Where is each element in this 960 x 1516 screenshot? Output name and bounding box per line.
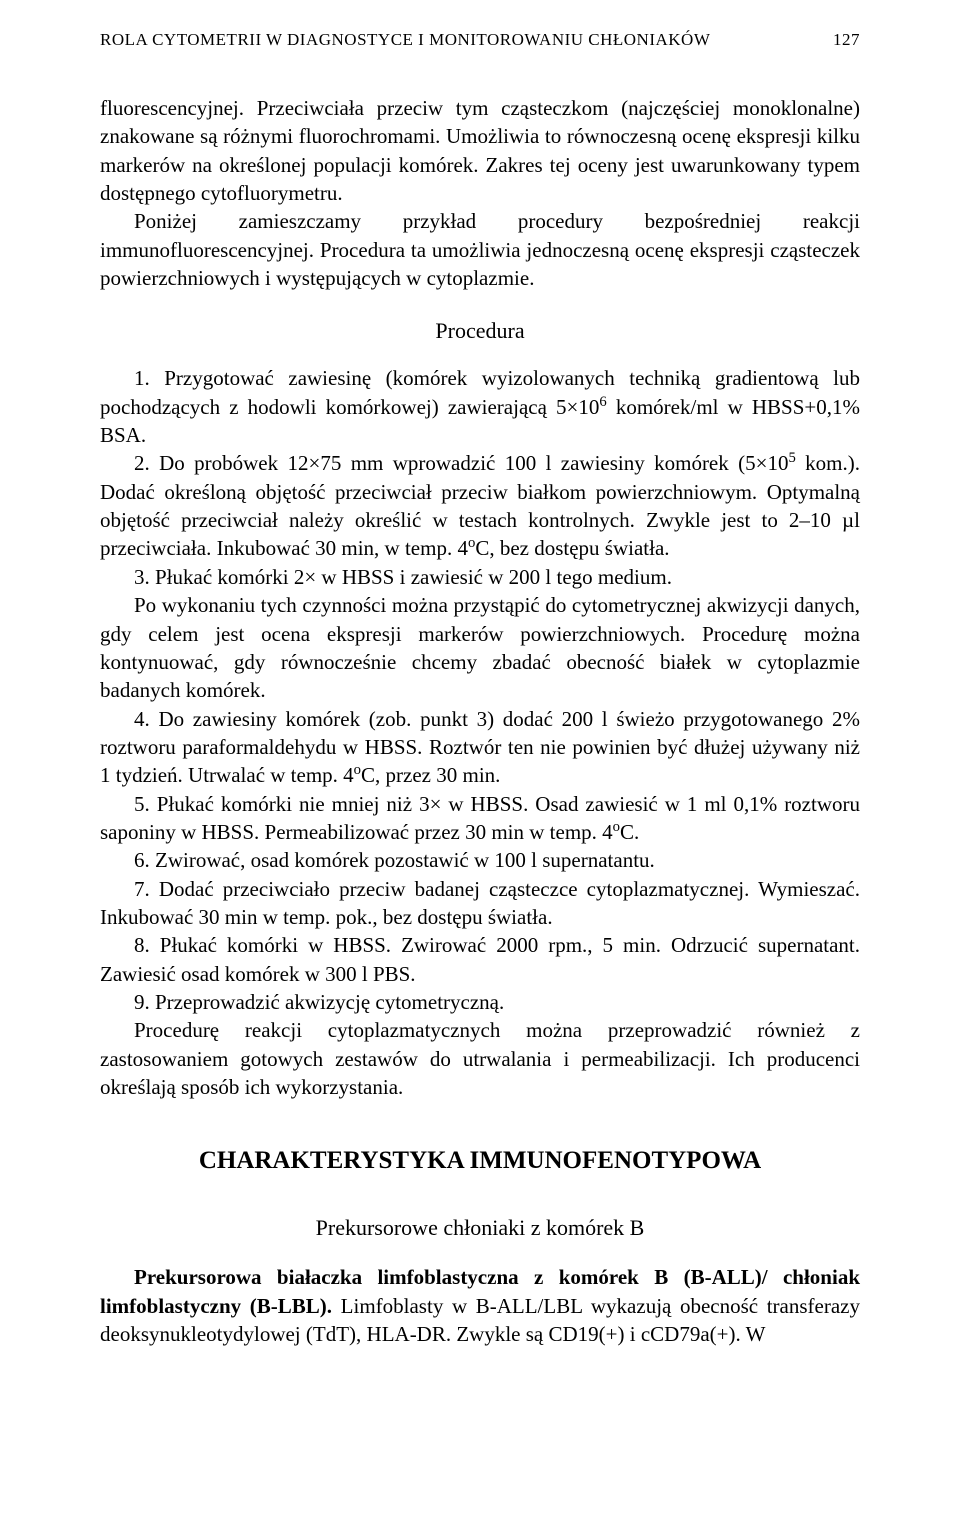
procedure-step: 1. Przygotować zawiesinę (komórek wyizol… [100, 364, 860, 449]
superscript: 5 [788, 450, 795, 466]
text-run: 5. Płukać komórki nie mniej niż 3× w HBS… [100, 792, 860, 844]
procedure-step: 2. Do probówek 12×75 mm wprowadzić 100 l… [100, 449, 860, 562]
procedure-step: 8. Płukać komórki w HBSS. Zwirować 2000 … [100, 931, 860, 988]
paragraph: fluorescencyjnej. Przeciwciała przeciw t… [100, 94, 860, 207]
paragraph: Procedurę reakcji cytoplazmatycznych moż… [100, 1016, 860, 1101]
procedure-step: 9. Przeprowadzić akwizycję cytometryczną… [100, 988, 860, 1016]
superscript: 6 [599, 394, 606, 410]
paragraph: Prekursorowa białaczka limfoblastyczna z… [100, 1263, 860, 1348]
procedure-step: 6. Zwirować, osad komórek pozostawić w 1… [100, 846, 860, 874]
page: ROLA CYTOMETRII W DIAGNOSTYCE I MONITORO… [0, 0, 960, 1388]
procedure-step: 7. Dodać przeciwciało przeciw badanej cz… [100, 875, 860, 932]
running-head-title: ROLA CYTOMETRII W DIAGNOSTYCE I MONITORO… [100, 30, 710, 50]
paragraph: Poniżej zamieszczamy przykład procedury … [100, 207, 860, 292]
procedure-step: 3. Płukać komórki 2× w HBSS i zawiesić w… [100, 563, 860, 591]
superscript: o [613, 819, 620, 835]
body-text: fluorescencyjnej. Przeciwciała przeciw t… [100, 94, 860, 1348]
paragraph: Po wykonaniu tych czynności można przyst… [100, 591, 860, 704]
section-subheading: Prekursorowe chłoniaki z komórek B [100, 1215, 860, 1241]
running-head: ROLA CYTOMETRII W DIAGNOSTYCE I MONITORO… [100, 30, 860, 50]
mu-symbol: µ [842, 508, 854, 532]
page-number: 127 [833, 30, 860, 50]
text-run: C, przez 30 min. [361, 763, 500, 787]
procedure-step: 5. Płukać komórki nie mniej niż 3× w HBS… [100, 790, 860, 847]
section-heading-main: CHARAKTERYSTYKA IMMUNOFENOTYPOWA [100, 1147, 860, 1175]
text-run: 2. Do probówek 12×75 mm wprowadzić 100 l… [134, 451, 788, 475]
superscript: o [354, 762, 361, 778]
text-run: C. [620, 820, 639, 844]
procedure-step: 4. Do zawiesiny komórek (zob. punkt 3) d… [100, 705, 860, 790]
text-run: C, bez dostępu światła. [475, 536, 669, 560]
section-heading-procedura: Procedura [100, 318, 860, 344]
